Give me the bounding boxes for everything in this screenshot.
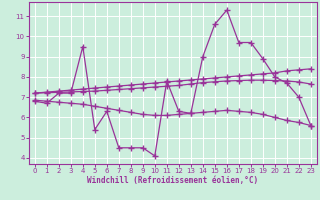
X-axis label: Windchill (Refroidissement éolien,°C): Windchill (Refroidissement éolien,°C) — [87, 176, 258, 185]
